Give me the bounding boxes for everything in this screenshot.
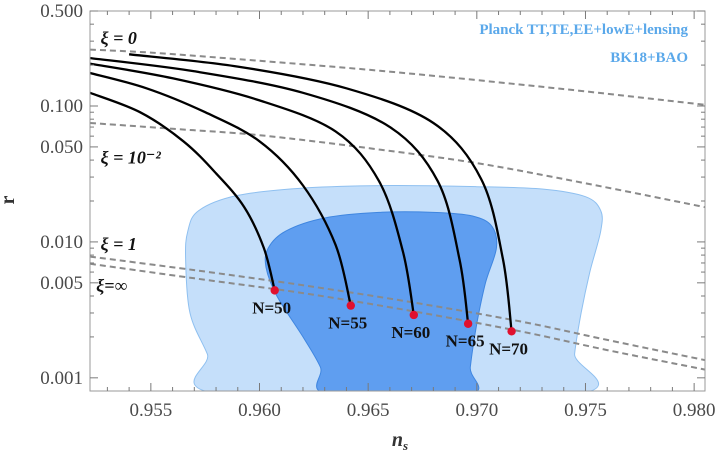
y-tick-label: 0.500 (40, 1, 83, 22)
dashed-curve-label-1: ξ = 0 (101, 28, 137, 49)
legend-entry-planck: Planck TT,TE,EE+lowE+lensing (479, 22, 688, 38)
endpoint-n65 (463, 319, 473, 328)
y-tick-label: 0.100 (40, 96, 83, 117)
dashed-curve-4 (90, 262, 705, 371)
endpoint-n70 (507, 327, 516, 336)
solid-curve-n65 (90, 56, 470, 324)
x-tick-label: 0.970 (455, 400, 498, 421)
endpoint-n60 (409, 310, 418, 320)
x-tick-label: 0.980 (673, 400, 716, 421)
n-label-60: N=60 (391, 323, 430, 342)
confidence-region-68 (264, 211, 498, 391)
endpoint-n55 (346, 301, 355, 310)
y-tick-label: 0.005 (40, 273, 83, 294)
endpoint-n50 (270, 286, 279, 295)
solid-curve-n50 (90, 91, 276, 291)
dashed-curve-1 (90, 48, 705, 106)
solid-curve-n55 (90, 71, 352, 306)
x-axis-label-main: n (392, 429, 403, 451)
y-axis-label: r (0, 195, 19, 204)
solid-curve-n70 (128, 53, 513, 332)
dashed-curve-2 (90, 122, 705, 209)
x-axis-label: ns (392, 429, 408, 453)
x-tick-label: 0.960 (238, 400, 281, 421)
legend-entry-bk18: BK18+BAO (610, 50, 688, 66)
dashed-curve-label-3: ξ = 1 (101, 234, 137, 255)
dashed-curve-label-4: ξ=∞ (96, 275, 127, 296)
y-tick-label: 0.001 (40, 368, 83, 389)
y-tick-label: 0.050 (40, 137, 83, 158)
n-label-50: N=50 (252, 298, 291, 317)
n-label-65: N=65 (446, 332, 485, 351)
solid-curve-n60 (90, 62, 415, 316)
x-axis-label-subscript: s (402, 438, 408, 453)
x-tick-label: 0.975 (564, 400, 607, 421)
n-label-55: N=55 (328, 314, 367, 333)
dashed-curve-label-2: ξ = 10⁻² (101, 148, 162, 169)
x-tick-label: 0.965 (347, 400, 390, 421)
n-label-70: N=70 (489, 339, 528, 358)
x-tick-label: 0.955 (129, 400, 172, 421)
y-tick-label: 0.010 (40, 232, 83, 253)
